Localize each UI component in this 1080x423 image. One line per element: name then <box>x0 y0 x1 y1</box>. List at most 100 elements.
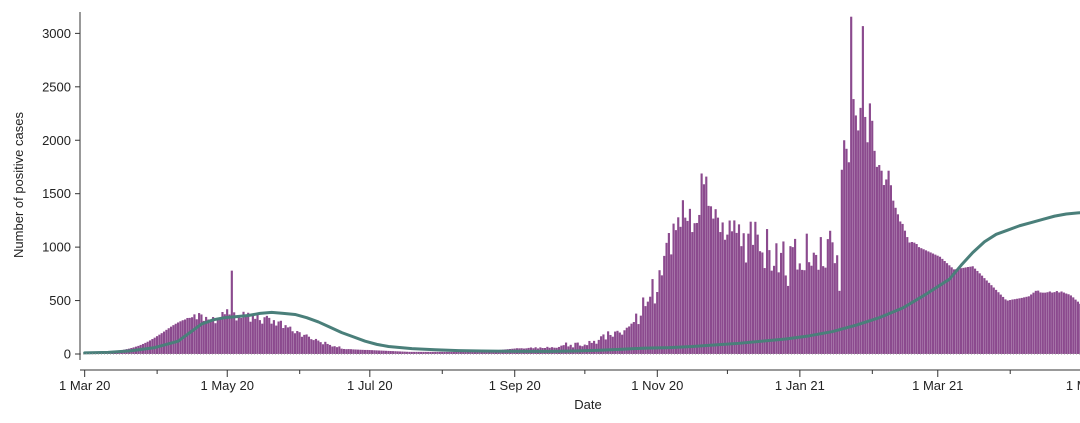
bar <box>370 350 374 354</box>
bar <box>995 289 998 355</box>
bar <box>466 351 469 354</box>
bar <box>153 337 156 354</box>
bar <box>263 317 266 354</box>
bar <box>324 341 327 354</box>
x-tick-label: 1 Ma <box>1066 378 1080 393</box>
bar <box>829 230 832 354</box>
bar <box>282 328 285 354</box>
bar <box>335 347 339 354</box>
bar <box>878 165 881 354</box>
x-axis-title: Date <box>574 397 601 412</box>
x-tick-label: 1 Mar 20 <box>59 378 110 393</box>
bar <box>1039 292 1042 354</box>
bar <box>695 222 699 354</box>
bar <box>714 209 717 354</box>
bar <box>317 340 320 354</box>
bar <box>646 301 649 354</box>
bar <box>988 282 991 354</box>
bar <box>798 263 801 354</box>
bar <box>476 351 479 354</box>
bar <box>1076 301 1079 354</box>
bar <box>443 351 446 354</box>
bar <box>920 248 923 354</box>
bar <box>289 326 292 354</box>
bar <box>934 254 937 354</box>
bar <box>240 317 243 354</box>
bar <box>810 265 813 354</box>
bar <box>155 336 159 354</box>
bar <box>345 349 348 354</box>
bar <box>562 345 565 354</box>
bar <box>948 265 951 354</box>
bar <box>279 320 282 354</box>
bar <box>356 349 360 354</box>
bar <box>368 350 371 354</box>
bar <box>927 251 930 354</box>
bar <box>361 349 364 354</box>
y-axis-title: Number of positive cases <box>11 112 26 258</box>
bar <box>1023 297 1026 354</box>
bar <box>380 350 383 354</box>
bar <box>684 217 687 354</box>
bar <box>300 336 304 354</box>
bar <box>195 319 198 354</box>
bar <box>677 217 680 354</box>
bar <box>1046 292 1049 354</box>
bar <box>850 16 853 354</box>
bar <box>483 351 486 354</box>
bar <box>1006 300 1009 354</box>
y-tick-label: 0 <box>64 347 71 362</box>
bar <box>1030 294 1033 354</box>
bar <box>614 331 617 354</box>
bar <box>256 314 259 354</box>
bar <box>352 349 355 354</box>
bar <box>817 269 820 354</box>
bar <box>702 184 706 354</box>
bar <box>845 148 848 354</box>
bar <box>985 280 988 354</box>
bar <box>216 317 219 354</box>
bar <box>964 267 967 354</box>
bar <box>780 252 783 354</box>
bar <box>931 253 935 354</box>
bar <box>597 339 600 354</box>
bar <box>768 250 771 354</box>
bar <box>177 322 180 354</box>
bar <box>1044 292 1047 354</box>
y-tick-label: 1500 <box>42 186 71 201</box>
bar <box>200 314 203 354</box>
bar <box>228 314 231 354</box>
bar <box>751 244 755 354</box>
bar <box>955 269 958 354</box>
bar <box>999 294 1002 354</box>
bar <box>737 224 741 354</box>
y-tick-label: 2000 <box>42 133 71 148</box>
bar <box>179 321 182 354</box>
bar <box>471 351 474 354</box>
bar <box>976 270 979 354</box>
bar <box>1067 294 1070 354</box>
bar <box>480 351 483 354</box>
bar <box>983 278 986 354</box>
bar <box>1011 299 1014 354</box>
bar <box>719 232 722 354</box>
bar <box>922 249 925 354</box>
bar <box>298 332 301 354</box>
bar <box>992 287 995 354</box>
bar <box>158 334 161 354</box>
bar <box>1032 292 1035 354</box>
bar <box>908 242 911 354</box>
bar <box>808 262 811 354</box>
bar <box>754 221 757 354</box>
bar <box>331 346 334 354</box>
bar <box>223 314 226 354</box>
bar <box>910 242 914 354</box>
bar <box>1041 292 1044 354</box>
bar <box>873 150 876 354</box>
bar <box>1034 290 1037 354</box>
bar <box>162 331 166 354</box>
bar <box>639 315 642 354</box>
bar <box>420 351 423 354</box>
bar <box>763 268 766 354</box>
bar <box>901 223 904 354</box>
